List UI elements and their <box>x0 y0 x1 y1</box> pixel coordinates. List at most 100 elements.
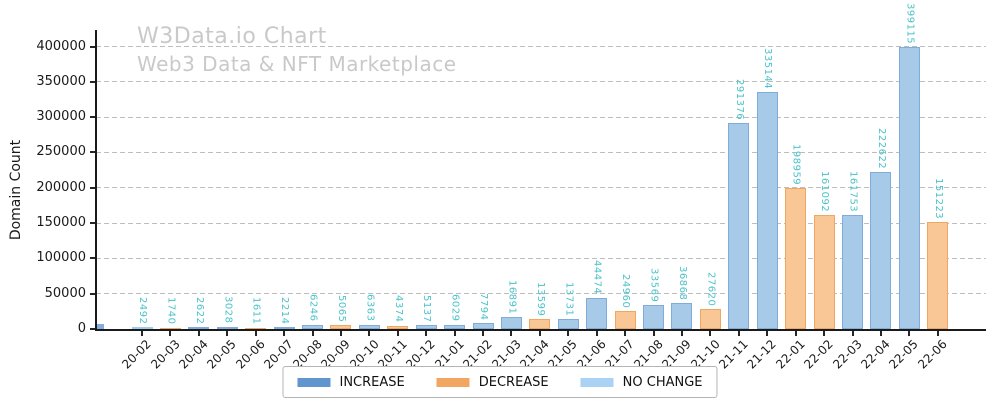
bar-value-label-21-10: 27620 <box>705 272 717 307</box>
bar-21-06 <box>586 297 608 329</box>
legend-swatch-icon <box>580 377 614 387</box>
bar-21-03 <box>500 317 522 329</box>
x-tick-22-04 <box>879 331 882 336</box>
bar-21-12 <box>756 92 778 329</box>
x-tick-20-06 <box>254 331 257 336</box>
x-axis-spine <box>95 329 986 331</box>
y-tick-0 <box>90 328 95 330</box>
bar-21-01 <box>444 324 466 329</box>
bar-value-label-22-05: 399115 <box>904 2 916 45</box>
bar-21-07 <box>614 311 636 329</box>
x-tick-label: 22-03 <box>829 337 865 372</box>
bar-20-05 <box>216 326 238 329</box>
x-tick-21-11 <box>737 331 740 336</box>
bar-20-02 <box>131 327 153 330</box>
y-tick-200000 <box>90 186 95 189</box>
x-tick-21-10 <box>709 331 712 336</box>
legend-item-no-change: NO CHANGE <box>580 374 703 390</box>
bar-value-label-20-11: 4374 <box>392 295 404 323</box>
x-tick-21-04 <box>538 331 541 336</box>
bar-value-label-22-04: 222622 <box>875 127 887 169</box>
gridline-50000 <box>96 293 986 295</box>
x-tick-label: 22-01 <box>773 337 808 372</box>
x-tick-20-04 <box>197 331 200 336</box>
y-tick-label: 200000 <box>36 179 86 195</box>
x-tick-label: 20-04 <box>176 337 211 372</box>
bar-22-06 <box>927 222 949 329</box>
x-tick-22-05 <box>908 331 911 336</box>
legend-label: INCREASE <box>339 374 405 390</box>
y-tick-350000 <box>90 80 95 83</box>
y-tick-300000 <box>90 116 95 119</box>
legend-items: INCREASE DECREASE NO CHANGE <box>297 374 703 390</box>
x-tick-21-07 <box>624 331 627 336</box>
bar-value-label-22-02: 161092 <box>819 171 831 213</box>
x-tick-label: 21-12 <box>744 337 780 372</box>
bar-value-label-21-02: 7794 <box>478 293 490 321</box>
gridline-300000 <box>96 116 986 118</box>
y-axis-label: Domain Count <box>8 139 24 241</box>
x-tick-20-11 <box>396 331 399 336</box>
bar-21-02 <box>472 323 494 329</box>
legend-swatch-icon <box>297 377 331 387</box>
y-tick-label: 150000 <box>36 215 86 231</box>
y-tick-label: 100000 <box>36 250 86 266</box>
x-tick-22-06 <box>936 331 939 336</box>
bar-value-label-21-04: 13599 <box>534 282 546 317</box>
bar-20-07 <box>273 327 295 330</box>
x-tick-21-01 <box>453 331 456 336</box>
gridline-100000 <box>96 257 986 259</box>
bar-value-label-20-06: 1611 <box>250 297 262 325</box>
gridline-150000 <box>96 222 986 224</box>
x-tick-20-09 <box>339 331 342 336</box>
y-tick-label: 0 <box>77 321 86 336</box>
x-tick-label: 22-05 <box>886 337 922 372</box>
y-tick-100000 <box>90 257 95 260</box>
x-tick-22-02 <box>823 331 826 336</box>
bar-value-label-20-09: 5065 <box>335 294 347 323</box>
chart-subtitle: Web3 Data & NFT Marketplace <box>137 52 457 76</box>
gridline-400000 <box>96 46 986 47</box>
gridline-350000 <box>96 81 986 83</box>
bar-21-09 <box>671 302 693 329</box>
y-tick-250000 <box>90 151 95 154</box>
legend: INCREASE DECREASE NO CHANGE <box>282 366 718 398</box>
x-tick-20-08 <box>311 331 314 336</box>
x-tick-20-10 <box>368 331 371 336</box>
x-tick-21-08 <box>652 331 655 336</box>
bar-21-05 <box>557 319 579 329</box>
y-tick-label: 300000 <box>36 109 86 125</box>
x-tick-21-02 <box>482 331 485 336</box>
bar-value-label-21-11: 291376 <box>733 79 745 121</box>
x-tick-21-06 <box>595 331 598 336</box>
legend-label: DECREASE <box>478 374 549 390</box>
bar-20-10 <box>358 324 380 329</box>
x-tick-22-01 <box>794 331 797 336</box>
bar-value-label-20-10: 6363 <box>364 294 376 322</box>
legend-swatch-icon <box>436 377 470 387</box>
legend-label: NO CHANGE <box>622 374 703 390</box>
y-tick-150000 <box>90 222 95 225</box>
bar-value-label-22-06: 151223 <box>932 178 944 220</box>
bar-20-11 <box>387 325 409 329</box>
y-axis-spine <box>95 30 97 331</box>
x-tick-label: 21-11 <box>716 337 751 372</box>
bar-21-11 <box>728 123 750 329</box>
bar-22-05 <box>898 47 920 329</box>
x-tick-20-02 <box>141 331 143 336</box>
y-tick-50000 <box>90 292 95 295</box>
x-tick-20-12 <box>425 331 428 336</box>
x-tick-label: 22-02 <box>801 337 836 372</box>
gridline-250000 <box>96 151 986 153</box>
bar-value-label-21-09: 36868 <box>676 265 688 300</box>
bar-value-label-21-03: 16891 <box>506 279 518 315</box>
bar-value-label-20-12: 5137 <box>421 294 433 323</box>
bar-value-label-21-12: 335144 <box>762 48 774 90</box>
x-tick-label: 22-04 <box>858 337 893 372</box>
x-tick-label: 20-03 <box>147 337 183 372</box>
bar-value-label-22-01: 198959 <box>790 144 802 186</box>
legend-item-decrease: DECREASE <box>436 374 549 390</box>
bar-20-12 <box>415 325 437 329</box>
x-tick-label: 20-02 <box>119 337 154 372</box>
